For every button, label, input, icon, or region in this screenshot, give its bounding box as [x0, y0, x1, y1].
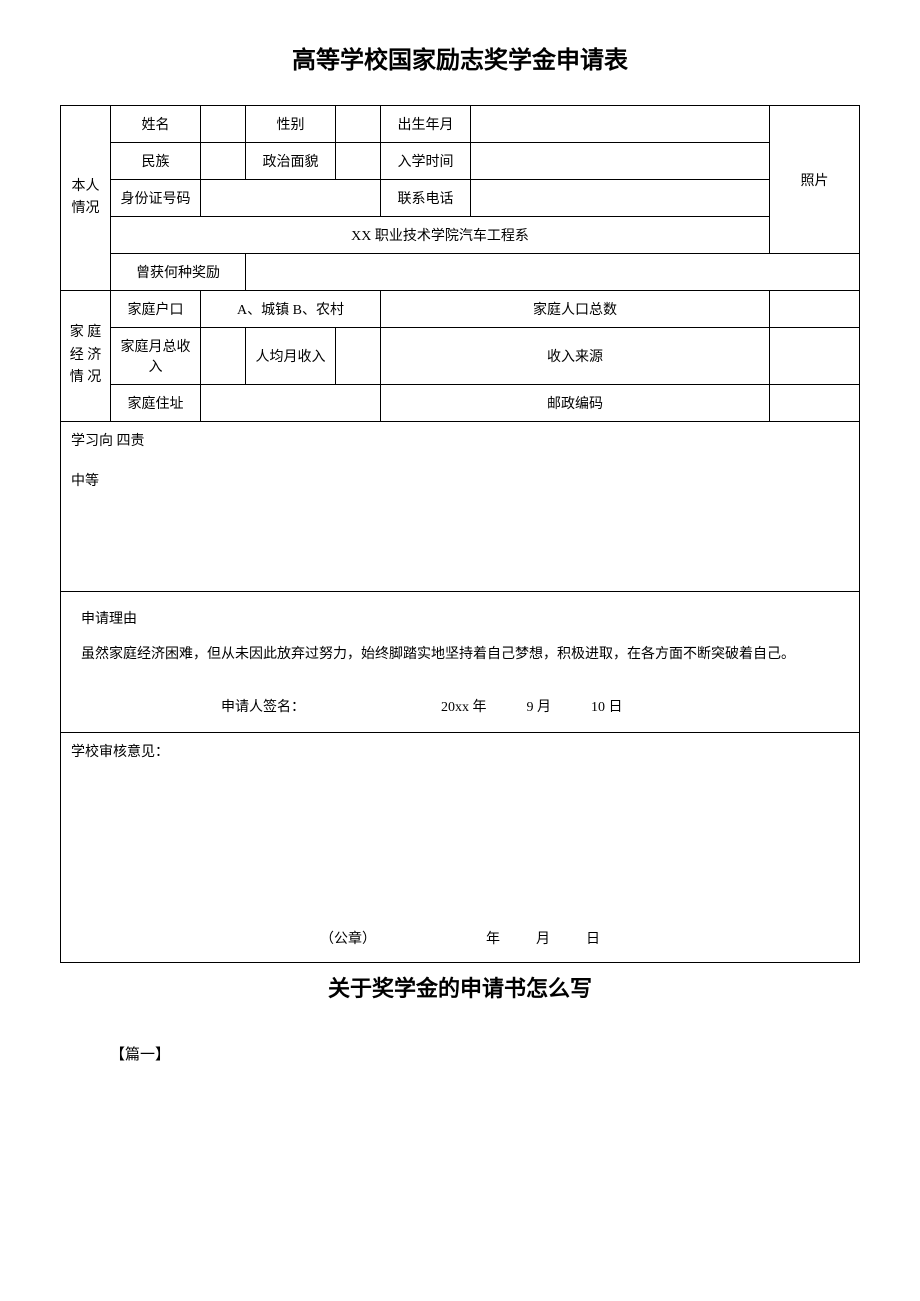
seal-line: （公章） 年 月 日 [61, 928, 859, 948]
source-value [770, 328, 860, 385]
hukou-label: 家庭户口 [111, 291, 201, 328]
page-title: 高等学校国家励志奖学金申请表 [60, 40, 860, 75]
id-value [201, 180, 381, 217]
sig-day: 10 日 [591, 696, 623, 716]
row-name: 本人情况 姓名 性别 出生年月 照片 [61, 106, 860, 143]
address-value [201, 385, 381, 422]
avg-income-value [336, 328, 381, 385]
hukou-options: A、城镇 B、农村 [201, 291, 381, 328]
dob-label: 出生年月 [381, 106, 471, 143]
appendix-label: 【篇一】 [60, 1043, 860, 1064]
dob-value [471, 106, 770, 143]
row-ethnic: 民族 政治面貌 入学时间 [61, 143, 860, 180]
row-school: XX 职业技术学院汽车工程系 [61, 217, 860, 254]
subtitle: 关于奖学金的申请书怎么写 [60, 971, 860, 1003]
school-text: XX 职业技术学院汽车工程系 [111, 217, 770, 254]
reason-title: 申请理由 [81, 608, 839, 628]
political-value [336, 143, 381, 180]
section1-header: 本人情况 [61, 106, 111, 291]
address-label: 家庭住址 [111, 385, 201, 422]
income-label: 家庭月总收入 [111, 328, 201, 385]
pop-label: 家庭人口总数 [381, 291, 770, 328]
postal-value [770, 385, 860, 422]
award-label: 曾获何种奖励 [111, 254, 246, 291]
review-cell: 学校审核意见： （公章） 年 月 日 [61, 733, 860, 963]
study-line1: 学习向 四责 [71, 430, 849, 450]
phone-value [471, 180, 770, 217]
award-value [246, 254, 860, 291]
ethnic-value [201, 143, 246, 180]
political-label: 政治面貌 [246, 143, 336, 180]
section2-header: 家 庭经 济情 况 [61, 291, 111, 422]
row-reason: 申请理由 虽然家庭经济困难，但从未因此放弃过努力，始终脚踏实地坚持着自己梦想，积… [61, 592, 860, 733]
row-review: 学校审核意见： （公章） 年 月 日 [61, 733, 860, 963]
row-hukou: 家 庭经 济情 况 家庭户口 A、城镇 B、农村 家庭人口总数 [61, 291, 860, 328]
sig-year: 20xx 年 [441, 696, 487, 716]
photo-cell: 照片 [770, 106, 860, 254]
row-id: 身份证号码 联系电话 [61, 180, 860, 217]
sig-month: 9 月 [527, 696, 552, 716]
pop-value [770, 291, 860, 328]
review-day: 日 [586, 928, 600, 948]
ethnic-label: 民族 [111, 143, 201, 180]
row-award: 曾获何种奖励 [61, 254, 860, 291]
gender-label: 性别 [246, 106, 336, 143]
sig-label: 申请人签名： [221, 696, 441, 716]
row-income: 家庭月总收入 人均月收入 收入来源 [61, 328, 860, 385]
seal-label: （公章） [320, 928, 376, 948]
income-value [201, 328, 246, 385]
study-line2: 中等 [71, 470, 849, 490]
name-label: 姓名 [111, 106, 201, 143]
source-label: 收入来源 [381, 328, 770, 385]
enroll-value [471, 143, 770, 180]
reason-body: 虽然家庭经济困难，但从未因此放弃过努力，始终脚踏实地坚持着自己梦想，积极进取，在… [81, 644, 839, 666]
reason-cell: 申请理由 虽然家庭经济困难，但从未因此放弃过努力，始终脚踏实地坚持着自己梦想，积… [61, 592, 860, 733]
avg-income-label: 人均月收入 [246, 328, 336, 385]
phone-label: 联系电话 [381, 180, 471, 217]
study-cell: 学习向 四责 中等 [61, 422, 860, 592]
enroll-label: 入学时间 [381, 143, 471, 180]
review-title: 学校审核意见： [71, 741, 169, 761]
signature-line: 申请人签名： 20xx 年 9 月 10 日 [81, 696, 839, 716]
application-form: 本人情况 姓名 性别 出生年月 照片 民族 政治面貌 入学时间 身份证号码 联系… [60, 105, 860, 963]
postal-label: 邮政编码 [381, 385, 770, 422]
id-label: 身份证号码 [111, 180, 201, 217]
gender-value [336, 106, 381, 143]
row-study: 学习向 四责 中等 [61, 422, 860, 592]
review-month: 月 [536, 928, 550, 948]
review-year: 年 [486, 928, 500, 948]
row-address: 家庭住址 邮政编码 [61, 385, 860, 422]
name-value [201, 106, 246, 143]
